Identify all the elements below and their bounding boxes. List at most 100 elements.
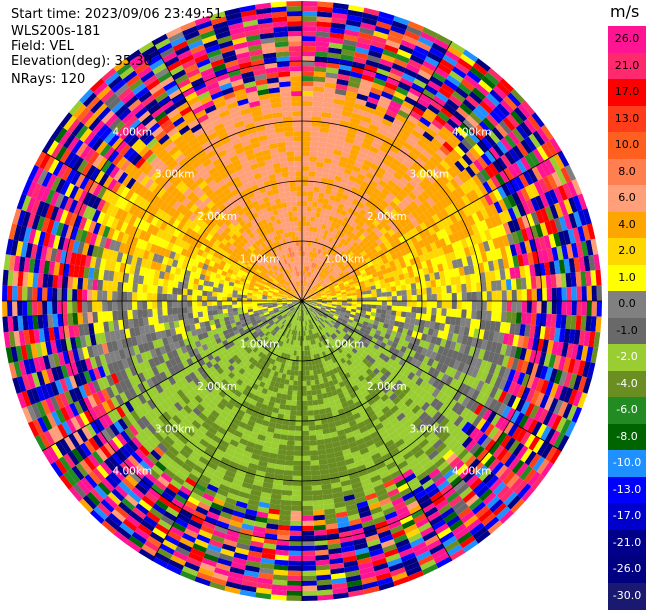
velocity-gate xyxy=(487,301,492,311)
velocity-gate xyxy=(288,385,293,391)
velocity-gate xyxy=(313,81,325,87)
velocity-gate xyxy=(317,444,325,450)
velocity-gate xyxy=(313,515,325,521)
velocity-gate xyxy=(312,495,323,501)
velocity-gate xyxy=(532,289,537,301)
velocity-gate xyxy=(310,380,315,386)
velocity-gate xyxy=(372,293,377,297)
velocity-gate xyxy=(302,16,317,21)
velocity-gate xyxy=(315,425,322,431)
velocity-gate xyxy=(422,295,427,302)
velocity-gate xyxy=(288,556,302,561)
velocity-gate xyxy=(309,161,317,167)
velocity-gate xyxy=(302,521,314,526)
velocity-gate xyxy=(305,356,308,361)
velocity-gate xyxy=(315,172,322,178)
velocity-gate xyxy=(362,301,367,304)
velocity-gate xyxy=(312,395,318,401)
velocity-gate xyxy=(302,356,305,361)
velocity-gate xyxy=(302,551,315,556)
velocity-gate xyxy=(381,309,387,314)
velocity-gate xyxy=(417,295,422,301)
velocity-gate xyxy=(362,298,367,301)
velocity-gate xyxy=(471,283,477,292)
velocity-gate xyxy=(289,541,302,546)
velocity-gate xyxy=(311,465,320,471)
velocity-gate xyxy=(597,301,602,317)
velocity-gate xyxy=(302,11,317,16)
velocity-gate xyxy=(308,410,314,415)
velocity-gate xyxy=(302,406,308,411)
velocity-gate xyxy=(302,36,316,41)
velocity-gate xyxy=(391,310,397,316)
velocity-gate xyxy=(302,126,311,131)
velocity-gate xyxy=(284,465,293,471)
velocity-gate xyxy=(302,56,315,61)
velocity-gate xyxy=(305,231,309,236)
velocity-gate xyxy=(302,241,305,246)
velocity-gate xyxy=(292,481,302,486)
velocity-gate xyxy=(287,586,302,591)
velocity-gate xyxy=(401,312,407,318)
velocity-gate xyxy=(310,445,318,451)
velocity-gate xyxy=(312,111,322,117)
velocity-gate xyxy=(592,286,597,301)
velocity-gate xyxy=(381,288,387,293)
velocity-gate xyxy=(512,290,517,301)
velocity-gate xyxy=(298,366,302,371)
velocity-gate xyxy=(309,171,316,177)
velocity-gate xyxy=(302,386,307,391)
velocity-gate xyxy=(352,304,357,307)
velocity-gate xyxy=(511,312,517,324)
velocity-gate xyxy=(312,106,323,112)
velocity-gate xyxy=(302,476,311,481)
velocity-gate xyxy=(314,71,326,77)
velocity-gate xyxy=(292,396,298,401)
velocity-gate xyxy=(295,361,299,366)
velocity-gate xyxy=(296,356,299,361)
velocity-gate xyxy=(307,201,313,206)
velocity-gate xyxy=(436,308,442,316)
velocity-gate xyxy=(302,181,308,186)
velocity-gate xyxy=(309,425,316,431)
velocity-gate xyxy=(302,236,305,241)
velocity-gate xyxy=(302,111,312,116)
velocity-gate xyxy=(302,226,306,231)
velocity-gate xyxy=(306,211,311,216)
velocity-gate xyxy=(457,293,462,301)
velocity-gate xyxy=(292,486,302,491)
velocity-gate xyxy=(311,207,317,213)
velocity-gate xyxy=(302,151,310,156)
velocity-gate xyxy=(430,315,436,323)
velocity-gate xyxy=(310,217,315,223)
velocity-gate xyxy=(391,286,397,292)
velocity-gate xyxy=(307,196,313,201)
velocity-gate xyxy=(287,435,295,441)
velocity-gate xyxy=(411,313,417,320)
velocity-gate xyxy=(298,371,302,376)
velocity-gate xyxy=(406,290,411,296)
velocity-gate xyxy=(305,366,309,371)
velocity-gate xyxy=(507,290,512,301)
velocity-gate xyxy=(308,405,314,410)
velocity-gate xyxy=(302,466,311,471)
velocity-gate xyxy=(306,226,310,231)
velocity-gate xyxy=(456,284,462,293)
velocity-gate xyxy=(313,500,324,506)
velocity-gate xyxy=(293,476,302,481)
velocity-gate xyxy=(302,121,311,126)
velocity-gate xyxy=(302,361,305,366)
velocity-gate xyxy=(397,306,402,312)
velocity-gate xyxy=(302,596,318,601)
velocity-gate xyxy=(302,31,316,36)
velocity-gate xyxy=(492,291,497,301)
velocity-gate xyxy=(290,410,296,415)
velocity-gate xyxy=(318,404,325,410)
velocity-gate xyxy=(291,501,302,506)
velocity-gate xyxy=(447,301,452,309)
velocity-gate xyxy=(292,491,302,496)
velocity-gate xyxy=(290,375,295,381)
velocity-gate xyxy=(517,290,522,302)
velocity-gate xyxy=(309,166,316,172)
velocity-gate xyxy=(288,561,302,566)
